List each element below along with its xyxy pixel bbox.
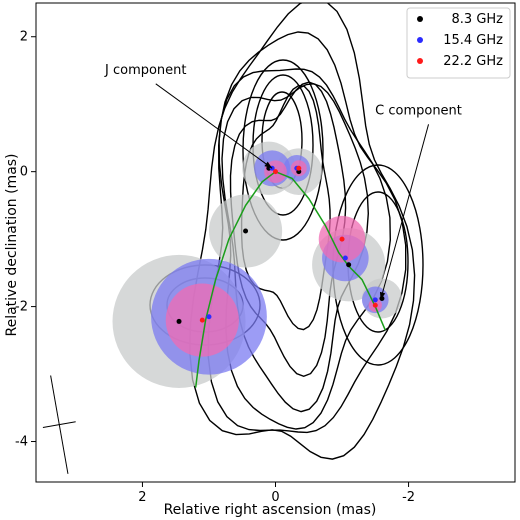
- y-tick-label: 0: [20, 165, 28, 180]
- component-circles: [112, 141, 402, 388]
- legend: 8.3 GHz 15.4 GHz 22.2 GHz: [406, 7, 511, 79]
- x-axis-label: Relative right ascension (mas): [164, 502, 377, 518]
- component-dot: [206, 314, 212, 320]
- annotation-arrowhead: [379, 291, 386, 300]
- component-dot: [339, 236, 345, 242]
- annotation-arrowhead: [264, 161, 273, 169]
- y-tick-label: -4: [15, 435, 28, 450]
- contour-level: [242, 59, 324, 241]
- annotation-arrow: [155, 83, 273, 169]
- contour-level: [189, 3, 416, 460]
- legend-label: 22.2 GHz: [443, 54, 503, 69]
- annotation-label: J component: [104, 63, 187, 78]
- legend-marker: [417, 16, 423, 22]
- annotation-label: C component: [375, 103, 462, 118]
- component-dot: [199, 317, 205, 323]
- component-dot: [372, 302, 378, 308]
- beam-minor-axis: [42, 421, 76, 429]
- x-tick-label: -2: [402, 490, 415, 505]
- beam-cross: [42, 375, 76, 474]
- x-tick-label: 0: [271, 490, 279, 505]
- legend-box: [406, 7, 511, 79]
- legend-marker: [417, 58, 423, 64]
- component-dot: [346, 262, 352, 268]
- contour-map: [149, 3, 424, 460]
- component-dot: [176, 318, 182, 324]
- contour-level: [252, 74, 314, 216]
- annotations: J component C component: [104, 63, 462, 300]
- legend-label: 8.3 GHz: [452, 12, 504, 27]
- legend-marker: [417, 37, 423, 43]
- x-tick-label: 2: [138, 490, 146, 505]
- legend-label: 15.4 GHz: [443, 33, 503, 48]
- component-dots: [176, 165, 385, 324]
- component-dot: [243, 228, 249, 234]
- component-dot: [296, 165, 302, 171]
- component-dot: [273, 169, 278, 175]
- y-tick-label: -2: [15, 300, 28, 315]
- axis-ticks: 2 0 -2 2 0 -2 -4: [15, 30, 415, 505]
- component-dot: [372, 297, 378, 303]
- ridge-line-path: [194, 170, 386, 388]
- ridge-line: [194, 170, 386, 388]
- y-axis-label: Relative declination (mas): [4, 153, 20, 336]
- component-dot: [342, 255, 348, 261]
- annotation-arrow: [380, 124, 430, 300]
- y-tick-label: 2: [20, 30, 28, 45]
